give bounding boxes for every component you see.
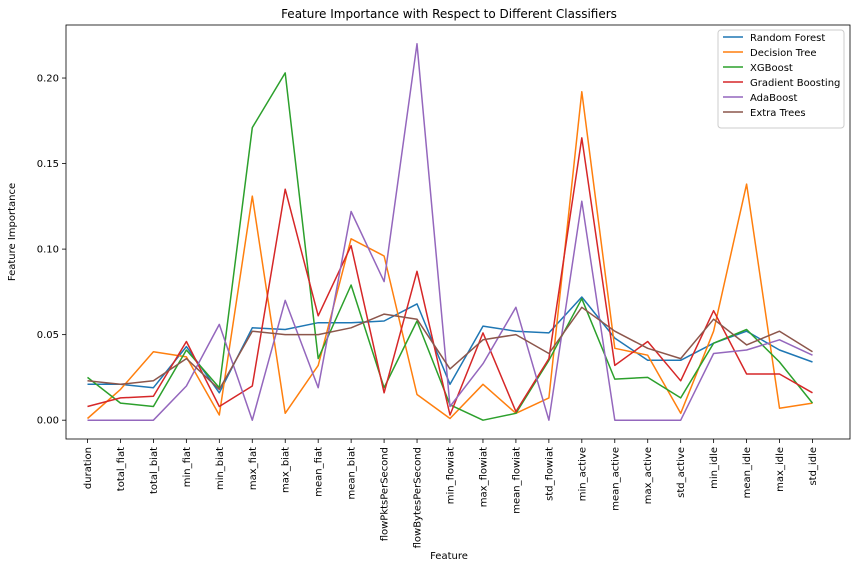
x-tick-label: max_active — [643, 447, 654, 504]
x-tick-label: min_idle — [709, 447, 720, 489]
x-tick-label: mean_biat — [347, 447, 358, 500]
x-tick-label: flowPktsPerSecond — [380, 447, 391, 541]
x-tick-label: mean_fiat — [314, 447, 325, 497]
x-tick-label: std_idle — [808, 447, 819, 486]
x-tick-label: std_active — [676, 447, 687, 498]
x-tick-label: max_flowiat — [478, 447, 489, 507]
legend: Random Forest Decision Tree XGBoost Gradien… — [717, 29, 845, 129]
plot-frame — [65, 24, 851, 440]
y-axis-label: Feature Importance — [7, 183, 18, 281]
x-axis-label: Feature — [430, 551, 468, 562]
legend-entry: Gradient Boosting — [750, 78, 840, 89]
series-line-gradient-boosting — [87, 137, 813, 416]
x-tick-label: max_biat — [281, 447, 292, 493]
x-tick-label: mean_idle — [742, 447, 753, 498]
legend-box — [717, 29, 845, 129]
y-tick-label: 0.05 — [37, 330, 59, 341]
legend-entry: XGBoost — [750, 63, 793, 74]
legend-entry: Random Forest — [750, 33, 825, 44]
x-tick-label: std_flowiat — [544, 447, 555, 501]
series-line-adaboost — [87, 43, 813, 421]
y-tick-label: 0.15 — [37, 159, 59, 170]
series-line-random-forest — [87, 296, 813, 394]
series-line-extra-trees — [87, 306, 813, 391]
x-tick-label: max_idle — [775, 447, 786, 492]
y-tick-label: 0.10 — [37, 245, 59, 256]
x-axis: duration total_fiat total_biat min_fiat min_… — [83, 439, 819, 548]
y-tick-label: 0.20 — [37, 74, 59, 85]
x-tick-label: mean_flowiat — [511, 447, 522, 514]
legend-entry: Decision Tree — [750, 48, 817, 59]
x-tick-label: min_biat — [215, 447, 226, 490]
x-tick-label: max_fiat — [248, 447, 259, 490]
x-tick-label: min_fiat — [182, 447, 193, 487]
x-tick-label: total_biat — [149, 447, 160, 494]
series-lines — [87, 43, 814, 421]
x-tick-label: total_fiat — [116, 447, 127, 491]
x-tick-label: flowBytesPerSecond — [413, 447, 424, 548]
y-tick-label: 0.00 — [37, 416, 59, 427]
legend-entry: AdaBoost — [750, 93, 797, 104]
x-tick-label: duration — [83, 447, 94, 489]
legend-entry: Extra Trees — [750, 108, 806, 119]
x-tick-label: min_flowiat — [446, 447, 457, 504]
series-line-decision-tree — [87, 90, 813, 420]
chart-title: Feature Importance with Respect to Diffe… — [281, 7, 617, 21]
y-axis: 0.00 0.05 0.10 0.15 0.20 — [37, 74, 66, 427]
x-tick-label: min_active — [577, 447, 588, 501]
x-tick-label: mean_active — [610, 447, 621, 511]
